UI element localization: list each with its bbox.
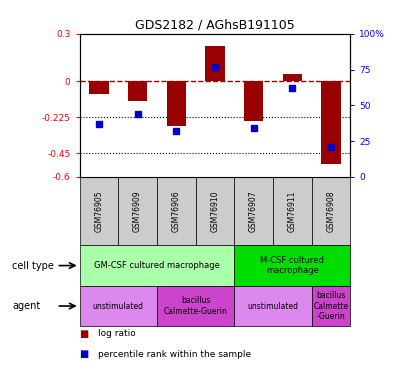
Bar bbox=[89, 81, 109, 94]
Bar bbox=[205, 46, 224, 81]
Bar bbox=[167, 81, 186, 126]
Bar bbox=[283, 74, 302, 81]
Bar bbox=[128, 81, 147, 100]
Text: GM-CSF cultured macrophage: GM-CSF cultured macrophage bbox=[94, 261, 220, 270]
Bar bbox=[195, 177, 234, 245]
Text: GSM76909: GSM76909 bbox=[133, 190, 142, 232]
Bar bbox=[321, 81, 341, 164]
Bar bbox=[118, 177, 157, 245]
Text: GSM76910: GSM76910 bbox=[211, 190, 219, 232]
Bar bbox=[234, 177, 273, 245]
Text: GSM76905: GSM76905 bbox=[94, 190, 103, 232]
Bar bbox=[80, 245, 234, 286]
Bar bbox=[80, 177, 118, 245]
Bar bbox=[273, 177, 312, 245]
Text: agent: agent bbox=[12, 301, 40, 311]
Text: bacillus
Calmette-Guerin: bacillus Calmette-Guerin bbox=[164, 296, 228, 316]
Text: bacillus
Calmette
-Guerin: bacillus Calmette -Guerin bbox=[313, 291, 349, 321]
Text: cell type: cell type bbox=[12, 261, 54, 271]
Text: GSM76911: GSM76911 bbox=[288, 190, 297, 232]
Text: percentile rank within the sample: percentile rank within the sample bbox=[98, 350, 251, 359]
Text: log ratio: log ratio bbox=[98, 329, 135, 338]
Text: GSM76906: GSM76906 bbox=[172, 190, 181, 232]
Bar bbox=[80, 286, 157, 326]
Text: unstimulated: unstimulated bbox=[248, 302, 298, 310]
Text: M-CSF cultured
macrophage: M-CSF cultured macrophage bbox=[260, 256, 324, 275]
Text: unstimulated: unstimulated bbox=[93, 302, 144, 310]
Bar bbox=[312, 177, 350, 245]
Bar bbox=[157, 177, 195, 245]
Bar bbox=[312, 286, 350, 326]
Text: GSM76908: GSM76908 bbox=[326, 190, 336, 232]
Text: ■: ■ bbox=[80, 350, 89, 359]
Bar bbox=[234, 245, 350, 286]
Title: GDS2182 / AGhsB191105: GDS2182 / AGhsB191105 bbox=[135, 18, 295, 31]
Text: ■: ■ bbox=[80, 329, 89, 339]
Text: GSM76907: GSM76907 bbox=[249, 190, 258, 232]
Bar bbox=[157, 286, 234, 326]
Bar bbox=[234, 286, 312, 326]
Bar bbox=[244, 81, 263, 121]
